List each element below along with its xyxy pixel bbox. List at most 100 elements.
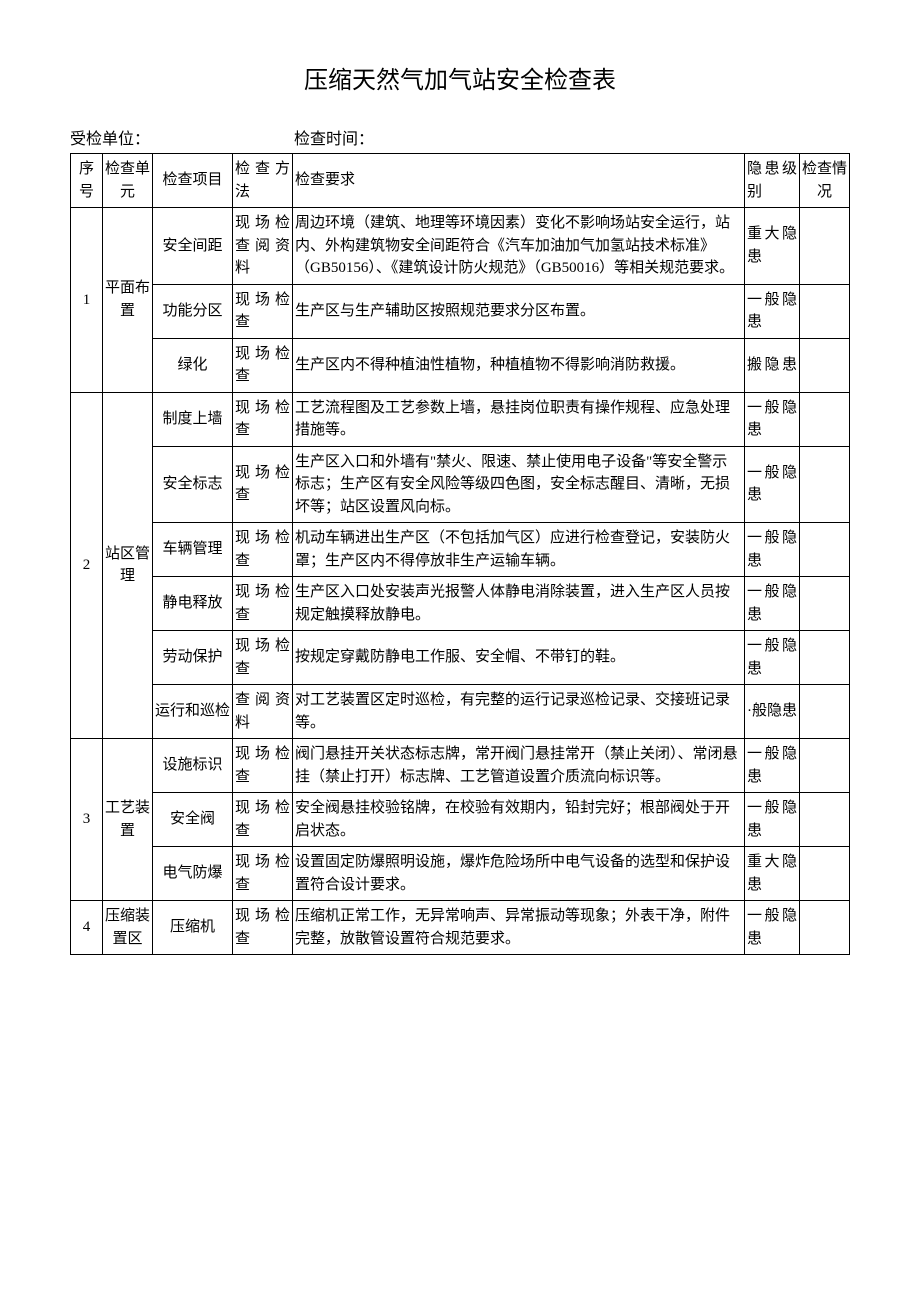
cell-item: 安全阀 — [153, 793, 233, 847]
header-seq: 序号 — [71, 154, 103, 208]
cell-unit: 站区管理 — [103, 392, 153, 739]
table-row: 电气防爆现场检查设置固定防爆照明设施，爆炸危险场所中电气设备的选型和保护设置符合… — [71, 847, 850, 901]
cell-status — [800, 446, 850, 523]
table-row: 3工艺装置设施标识现场检查阀门悬挂开关状态标志牌，常开阀门悬挂常开（禁止关闭）、… — [71, 739, 850, 793]
cell-item: 运行和巡检 — [153, 685, 233, 739]
cell-method: 查阅资料 — [233, 685, 293, 739]
cell-method: 现场检查 — [233, 392, 293, 446]
cell-requirement: 生产区入口和外墙有"禁火、限速、禁止使用电子设备"等安全警示标志；生产区有安全风… — [293, 446, 745, 523]
cell-status — [800, 847, 850, 901]
cell-item: 设施标识 — [153, 739, 233, 793]
cell-method: 现场检查 — [233, 793, 293, 847]
cell-item: 绿化 — [153, 338, 233, 392]
table-row: 2站区管理制度上墙现场检查工艺流程图及工艺参数上墙，悬挂岗位职责有操作规程、应急… — [71, 392, 850, 446]
cell-unit: 平面布置 — [103, 208, 153, 393]
cell-status — [800, 392, 850, 446]
cell-method: 现场检查 — [233, 901, 293, 955]
table-row: 4压缩装置区压缩机现场检查压缩机正常工作，无异常响声、异常振动等现象；外表干净，… — [71, 901, 850, 955]
cell-method: 现场检查 — [233, 739, 293, 793]
cell-seq: 4 — [71, 901, 103, 955]
cell-requirement: 生产区内不得种植油性植物，种植植物不得影响消防救援。 — [293, 338, 745, 392]
header-status: 检查情况 — [800, 154, 850, 208]
cell-requirement: 生产区入口处安装声光报警人体静电消除装置，进入生产区人员按规定触摸释放静电。 — [293, 577, 745, 631]
cell-level: 搬隐患 — [745, 338, 800, 392]
cell-level: 一般隐患 — [745, 523, 800, 577]
cell-item: 制度上墙 — [153, 392, 233, 446]
cell-unit: 压缩装置区 — [103, 901, 153, 955]
cell-status — [800, 793, 850, 847]
cell-requirement: 机动车辆进出生产区（不包括加气区）应进行检查登记，安装防火罩；生产区内不得停放非… — [293, 523, 745, 577]
cell-method: 现场检查阅资料 — [233, 208, 293, 285]
cell-method: 现场检查 — [233, 847, 293, 901]
cell-seq: 1 — [71, 208, 103, 393]
cell-status — [800, 338, 850, 392]
table-body: 1平面布置安全间距现场检查阅资料周边环境（建筑、地理等环境因素）变化不影响场站安… — [71, 208, 850, 955]
cell-seq: 3 — [71, 739, 103, 901]
table-row: 安全阀现场检查安全阀悬挂校验铭牌，在校验有效期内，铅封完好；根部阀处于开启状态。… — [71, 793, 850, 847]
cell-level: 一般隐患 — [745, 739, 800, 793]
table-row: 1平面布置安全间距现场检查阅资料周边环境（建筑、地理等环境因素）变化不影响场站安… — [71, 208, 850, 285]
header-method: 检查方法 — [233, 154, 293, 208]
cell-status — [800, 523, 850, 577]
cell-requirement: 安全阀悬挂校验铭牌，在校验有效期内，铅封完好；根部阀处于开启状态。 — [293, 793, 745, 847]
cell-method: 现场检查 — [233, 284, 293, 338]
cell-requirement: 按规定穿戴防静电工作服、安全帽、不带钉的鞋。 — [293, 631, 745, 685]
cell-item: 功能分区 — [153, 284, 233, 338]
cell-requirement: 工艺流程图及工艺参数上墙，悬挂岗位职责有操作规程、应急处理措施等。 — [293, 392, 745, 446]
cell-requirement: 设置固定防爆照明设施，爆炸危险场所中电气设备的选型和保护设置符合设计要求。 — [293, 847, 745, 901]
cell-status — [800, 739, 850, 793]
cell-item: 电气防爆 — [153, 847, 233, 901]
cell-method: 现场检查 — [233, 338, 293, 392]
cell-requirement: 周边环境（建筑、地理等环境因素）变化不影响场站安全运行，站内、外构建筑物安全间距… — [293, 208, 745, 285]
cell-item: 压缩机 — [153, 901, 233, 955]
cell-level: 重大隐患 — [745, 847, 800, 901]
cell-level: 一般隐患 — [745, 446, 800, 523]
cell-level: 一般隐患 — [745, 631, 800, 685]
cell-requirement: 阀门悬挂开关状态标志牌，常开阀门悬挂常开（禁止关闭）、常闭悬挂（禁止打开）标志牌… — [293, 739, 745, 793]
cell-status — [800, 208, 850, 285]
cell-status — [800, 901, 850, 955]
cell-level: 一般隐患 — [745, 577, 800, 631]
cell-status — [800, 284, 850, 338]
cell-method: 现场检查 — [233, 577, 293, 631]
table-row: 静电释放现场检查生产区入口处安装声光报警人体静电消除装置，进入生产区人员按规定触… — [71, 577, 850, 631]
cell-method: 现场检查 — [233, 631, 293, 685]
header-unit: 检查单元 — [103, 154, 153, 208]
cell-item: 车辆管理 — [153, 523, 233, 577]
cell-level: 一般隐患 — [745, 392, 800, 446]
cell-level: 一般隐患 — [745, 901, 800, 955]
inspected-unit-label: 受检单位： — [70, 125, 290, 149]
table-row: 功能分区现场检查生产区与生产辅助区按照规范要求分区布置。一般隐患 — [71, 284, 850, 338]
inspection-time-label: 检查时间： — [294, 125, 374, 149]
cell-item: 安全间距 — [153, 208, 233, 285]
cell-status — [800, 577, 850, 631]
table-row: 车辆管理现场检查机动车辆进出生产区（不包括加气区）应进行检查登记，安装防火罩；生… — [71, 523, 850, 577]
table-row: 绿化现场检查生产区内不得种植油性植物，种植植物不得影响消防救援。搬隐患 — [71, 338, 850, 392]
header-req: 检查要求 — [293, 154, 745, 208]
cell-method: 现场检查 — [233, 523, 293, 577]
cell-unit: 工艺装置 — [103, 739, 153, 901]
cell-method: 现场检查 — [233, 446, 293, 523]
table-row: 安全标志现场检查生产区入口和外墙有"禁火、限速、禁止使用电子设备"等安全警示标志… — [71, 446, 850, 523]
cell-item: 安全标志 — [153, 446, 233, 523]
cell-requirement: 对工艺装置区定时巡检，有完整的运行记录巡检记录、交接班记录等。 — [293, 685, 745, 739]
table-row: 运行和巡检查阅资料对工艺装置区定时巡检，有完整的运行记录巡检记录、交接班记录等。… — [71, 685, 850, 739]
table-header-row: 序号 检查单元 检查项目 检查方法 检查要求 隐患级别 检查情况 — [71, 154, 850, 208]
cell-level: 重大隐患 — [745, 208, 800, 285]
cell-level: 一般隐患 — [745, 793, 800, 847]
cell-level: ·般隐患 — [745, 685, 800, 739]
cell-item: 静电释放 — [153, 577, 233, 631]
meta-row: 受检单位： 检查时间： — [70, 125, 850, 149]
header-level: 隐患级别 — [745, 154, 800, 208]
cell-seq: 2 — [71, 392, 103, 739]
header-item: 检查项目 — [153, 154, 233, 208]
cell-requirement: 生产区与生产辅助区按照规范要求分区布置。 — [293, 284, 745, 338]
cell-item: 劳动保护 — [153, 631, 233, 685]
cell-status — [800, 685, 850, 739]
cell-status — [800, 631, 850, 685]
cell-level: 一般隐患 — [745, 284, 800, 338]
table-row: 劳动保护现场检查按规定穿戴防静电工作服、安全帽、不带钉的鞋。一般隐患 — [71, 631, 850, 685]
inspection-table: 序号 检查单元 检查项目 检查方法 检查要求 隐患级别 检查情况 1平面布置安全… — [70, 153, 850, 955]
cell-requirement: 压缩机正常工作，无异常响声、异常振动等现象；外表干净，附件完整，放散管设置符合规… — [293, 901, 745, 955]
document-title: 压缩天然气加气站安全检查表 — [70, 60, 850, 95]
